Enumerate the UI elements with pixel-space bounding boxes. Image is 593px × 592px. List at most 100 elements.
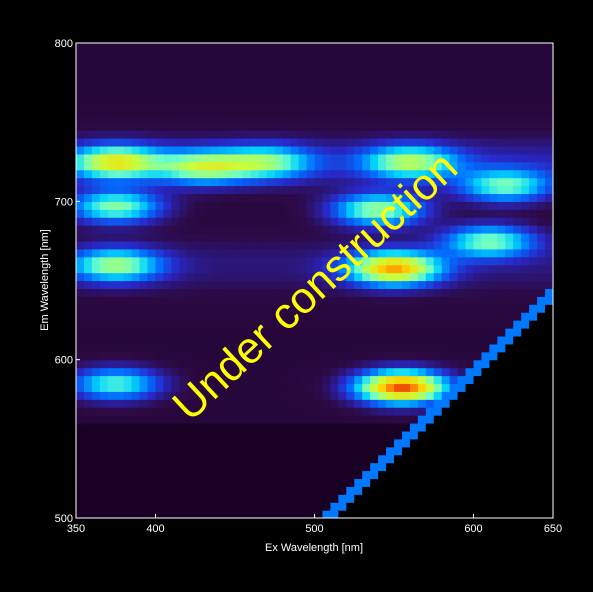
heatmap-cell <box>513 145 522 155</box>
heatmap-cell <box>386 502 395 511</box>
heatmap-cell <box>195 407 204 416</box>
heatmap-cell <box>505 328 514 337</box>
heatmap-cell <box>235 375 244 385</box>
heatmap-cell <box>290 43 300 52</box>
heatmap-cell <box>83 296 93 305</box>
heatmap-cell <box>537 343 546 353</box>
heatmap-cell <box>314 66 324 76</box>
heatmap-cell <box>107 510 117 518</box>
heatmap-cell <box>338 217 347 226</box>
heatmap-cell <box>179 248 188 258</box>
heatmap-cell <box>187 423 196 432</box>
heatmap-cell <box>449 90 459 100</box>
heatmap-cell <box>330 106 339 115</box>
heatmap-cell <box>497 359 506 369</box>
heatmap-cell <box>155 391 165 400</box>
heatmap-cell <box>91 510 101 518</box>
heatmap-cell <box>489 240 498 250</box>
heatmap-cell <box>179 454 188 464</box>
heatmap-cell <box>107 185 117 195</box>
heatmap-cell <box>298 510 308 518</box>
heatmap-cell <box>83 264 93 274</box>
heatmap-cell <box>409 328 419 337</box>
heatmap-cell <box>115 82 125 92</box>
heatmap-cell <box>417 335 427 345</box>
heatmap-cell <box>171 50 180 60</box>
heatmap-cell <box>481 145 490 155</box>
heatmap-cell <box>76 407 85 416</box>
heatmap-cell <box>441 312 451 321</box>
heatmap-cell <box>354 423 363 432</box>
heatmap-cell <box>394 122 403 131</box>
heatmap-cell <box>131 351 141 361</box>
heatmap-cell <box>394 209 403 218</box>
heatmap-cell <box>83 193 93 202</box>
heatmap-cell <box>195 185 204 195</box>
heatmap-cell <box>76 58 85 68</box>
heatmap-cell <box>258 399 268 408</box>
heatmap-cell <box>147 304 157 313</box>
heatmap-cell <box>401 359 411 369</box>
heatmap-cell <box>250 430 260 440</box>
heatmap-cell <box>433 328 443 337</box>
heatmap-cell <box>473 66 483 76</box>
heatmap-cell <box>465 478 475 487</box>
heatmap-cell <box>386 130 395 139</box>
heatmap-cell <box>425 240 435 250</box>
heatmap-cell <box>83 423 93 432</box>
heatmap-cell <box>330 233 339 242</box>
heatmap-cell <box>338 462 347 472</box>
heatmap-cell <box>179 74 188 84</box>
heatmap-cell <box>513 43 522 52</box>
heatmap-cell <box>91 486 101 495</box>
heatmap-cell <box>441 248 451 258</box>
heatmap-cell <box>187 288 196 297</box>
heatmap-cell <box>115 320 125 329</box>
heatmap-cell <box>417 470 427 480</box>
heatmap-cell <box>274 106 284 115</box>
heatmap-cell <box>354 343 363 353</box>
heatmap-cell <box>433 296 443 305</box>
heatmap-cell <box>513 248 522 258</box>
heatmap-cell <box>465 82 475 92</box>
heatmap-cell <box>171 66 180 76</box>
heatmap-cell <box>171 335 180 345</box>
heatmap-cell <box>521 256 530 266</box>
heatmap-cell <box>449 43 459 52</box>
heatmap-cell <box>386 114 395 123</box>
heatmap-cell <box>322 201 331 210</box>
heatmap-cell <box>417 438 427 448</box>
heatmap-cell <box>529 446 538 456</box>
heatmap-cell <box>242 454 252 464</box>
heatmap-cell <box>322 312 331 321</box>
heatmap-cell <box>179 272 188 282</box>
heatmap-cell <box>76 272 85 282</box>
heatmap-cell <box>425 130 435 139</box>
heatmap-cell <box>441 106 451 115</box>
heatmap-cell <box>513 201 522 210</box>
heatmap-cell <box>195 320 204 329</box>
heatmap-cell <box>147 145 157 155</box>
heatmap-cell <box>258 193 268 202</box>
heatmap-cell <box>505 383 514 392</box>
heatmap-cell <box>131 423 141 432</box>
heatmap-cell <box>171 502 180 511</box>
heatmap-cell <box>330 510 339 518</box>
heatmap-cell <box>266 264 276 274</box>
heatmap-cell <box>219 423 228 432</box>
heatmap-cell <box>433 264 443 274</box>
heatmap-cell <box>187 82 196 92</box>
heatmap-cell <box>513 367 522 377</box>
heatmap-cell <box>354 478 363 487</box>
heatmap-cell <box>489 130 498 139</box>
heatmap-cell <box>362 74 371 84</box>
heatmap-cell <box>163 296 172 305</box>
heatmap-cell <box>227 185 236 195</box>
heatmap-cell <box>433 58 443 68</box>
heatmap-cell <box>163 343 172 353</box>
heatmap-cell <box>282 320 292 329</box>
heatmap-cell <box>123 478 133 487</box>
heatmap-cell <box>338 391 347 400</box>
heatmap-cell <box>179 446 188 456</box>
heatmap-cell <box>394 217 403 226</box>
